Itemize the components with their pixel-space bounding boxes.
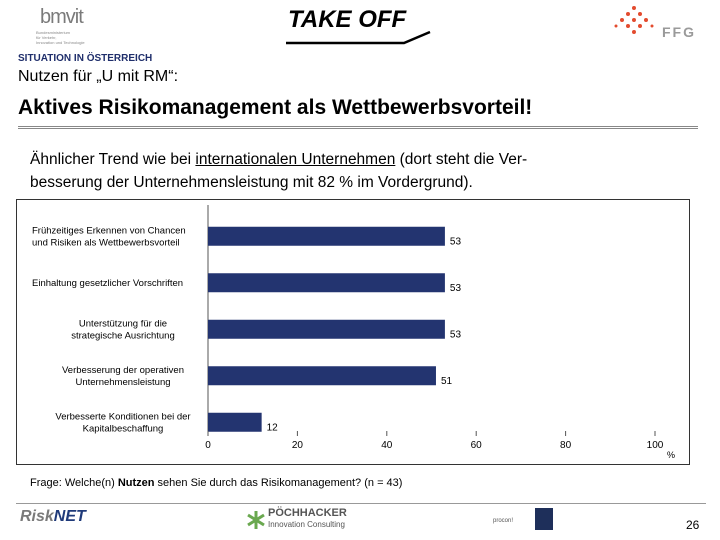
category-label: Unternehmensleistung — [75, 377, 170, 388]
bar — [208, 273, 445, 293]
ffg-mark-icon — [614, 6, 654, 34]
category-label: Unterstützung für die — [79, 318, 167, 329]
category-label: Verbesserung der operativen — [62, 365, 184, 376]
bmvit-logo-subtext: Bundesministerium für Verkehr, Innovatio… — [36, 30, 96, 45]
category-label: Verbesserte Konditionen bei der — [55, 411, 190, 422]
bar — [208, 366, 436, 386]
category-label: Einhaltung gesetzlicher Vorschriften — [32, 278, 183, 289]
poechhacker-star-icon — [247, 511, 265, 529]
subtitle: Nutzen für „U mit RM“: — [18, 68, 178, 86]
section-label: SITUATION IN ÖSTERREICH — [18, 53, 153, 64]
footnote-text: Frage: Welche(n) — [30, 477, 118, 489]
category-label: Frühzeitiges Erkennen von Chancen — [32, 225, 186, 236]
footnote-text: sehen Sie durch das Risikomanagement? (n… — [154, 477, 403, 489]
bmvit-logo-text: bmvit — [40, 6, 84, 28]
data-label: 53 — [450, 283, 462, 294]
take-off-swoosh-icon — [286, 30, 431, 45]
intro-text-line2: besserung der Unternehmensleistung mit 8… — [30, 174, 473, 191]
intro-text-underlined: internationalen Unternehmen — [195, 151, 396, 168]
footnote-bold: Nutzen — [117, 477, 155, 489]
x-tick-label: 100 — [647, 440, 664, 451]
x-tick-label: 20 — [292, 440, 304, 451]
category-label: und Risiken als Wettbewerbsvorteil — [32, 237, 180, 248]
intro-text-part: Ähnlicher Trend wie bei — [30, 151, 196, 168]
title-divider — [18, 126, 698, 127]
subtitle-text: Nutzen für „U mit RM“: — [18, 68, 179, 85]
bmvit-logo: bmvit — [40, 6, 84, 29]
x-tick-label: 60 — [471, 440, 483, 451]
risknet-logo: RiskNET — [20, 508, 86, 526]
x-tick-label: 0 — [205, 440, 211, 451]
category-label: strategische Ausrichtung — [71, 330, 175, 341]
data-label: 12 — [267, 422, 279, 433]
poechhacker-logo-text: PÖCHHACKER — [268, 507, 347, 519]
poechhacker-logo-sub: Innovation Consulting — [268, 520, 345, 529]
data-label: 51 — [441, 376, 453, 387]
procon-logo: procon! — [493, 518, 514, 524]
intro-text: Ähnlicher Trend wie bei internationalen … — [30, 148, 670, 194]
risknet-logo-part: NET — [53, 508, 86, 525]
data-label: 53 — [450, 236, 462, 247]
bmvit-sub-line: für Verkehr, — [36, 35, 57, 40]
poechhacker-logo: PÖCHHACKER Innovation Consulting — [268, 508, 347, 530]
risknet-logo-part: Risk — [20, 508, 54, 525]
data-label: 53 — [450, 329, 462, 340]
intro-text-part: (dort steht die Ver- — [395, 151, 528, 168]
footnote: Frage: Welche(n) Nutzen sehen Sie durch … — [30, 477, 402, 489]
take-off-logo: TAKE OFF — [288, 6, 407, 33]
bmvit-sub-line: Innovation und Technologie — [36, 40, 85, 45]
bar — [208, 412, 262, 432]
bar — [208, 319, 445, 339]
page-number: 26 — [686, 518, 700, 532]
bmvit-sub-line: Bundesministerium — [36, 30, 71, 35]
x-tick-label: 40 — [381, 440, 393, 451]
ffg-logo: FFG — [662, 24, 696, 40]
page-title: Aktives Risikomanagement als Wettbewerbs… — [18, 96, 533, 119]
x-unit-label: % — [667, 450, 675, 460]
title-divider — [18, 128, 698, 129]
chart-frame — [16, 199, 690, 465]
x-tick-label: 80 — [560, 440, 572, 451]
procon-logo-mark — [535, 508, 553, 530]
footer-divider — [16, 503, 706, 504]
bar — [208, 226, 445, 246]
category-label: Kapitalbeschaffung — [83, 423, 164, 434]
